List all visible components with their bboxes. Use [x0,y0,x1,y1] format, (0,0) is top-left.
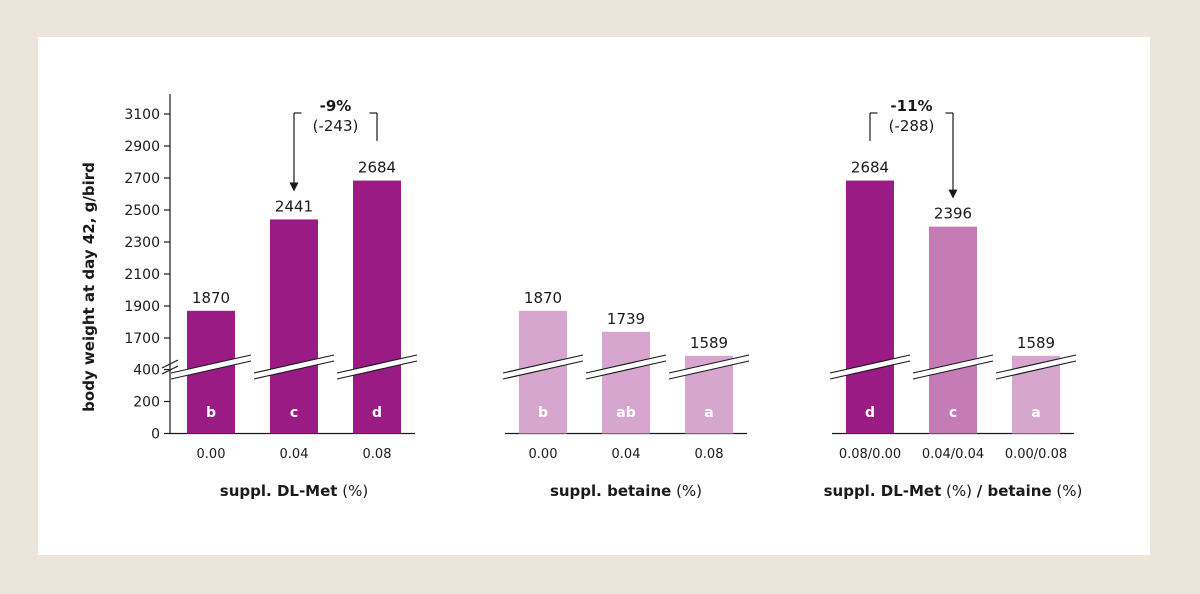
bar-value-label: 1589 [690,334,728,352]
bar-break-line [995,360,1077,380]
annotation-percent: -9% [320,97,352,115]
bar-value-label: 1870 [524,289,562,307]
x-axis-label: suppl. betaine (%) [550,482,702,500]
bar-break-line [912,354,994,374]
chart-panel: 0 200 400 1700 1900 2100 2300 2500 2700 2900 3100 b… [38,37,1150,555]
bar-significance-letter: ab [616,405,635,421]
y-tick-label: 200 [133,395,160,411]
bar-break-gap [347,357,407,377]
bar-significance-letter: b [538,405,548,421]
bar-break-line [585,360,667,380]
x-axis-label-part: / betaine [977,482,1052,500]
bar-significance-letter: b [206,405,216,421]
x-tick-label: 0.08/0.00 [839,447,901,462]
x-axis-label-part: (%) [337,482,368,500]
bar-break-line [668,354,750,374]
bar-value-label: 1589 [1017,334,1055,352]
bars [170,180,1077,434]
bar-break-gap [1006,357,1066,377]
y-tick-label: 2100 [124,267,160,283]
x-tick-label: 0.00/0.08 [1005,447,1067,462]
x-axis-label-part: (%) [1052,482,1083,500]
x-axis-label: suppl. DL-Met (%) [220,482,368,500]
y-axis-break [161,359,179,369]
annotation-arrowhead [289,182,299,192]
bar-break-gap [596,357,656,377]
y-tick-label: 2500 [124,203,160,219]
bar-value-label: 2396 [934,205,972,223]
bar-break-line [170,360,252,380]
x-axis-label: suppl. DL-Met (%) / betaine (%) [824,482,1083,500]
bar [353,180,401,434]
bar-significance-letter: a [704,405,713,421]
bar-significance-letter: d [865,405,875,421]
x-tick-label: 0.04/0.04 [922,447,984,462]
bar-break-gap [513,357,573,377]
bar-break-line [995,354,1077,374]
bar-break-line [829,354,911,374]
x-axis-label-part: (%) [671,482,702,500]
annotation-delta: (-288) [889,117,935,135]
bar-break-gap [264,357,324,377]
x-axis-label-part: suppl. DL-Met [824,482,942,500]
bar-significance-letter: d [372,405,382,421]
y-tick-label: 2900 [124,139,160,155]
bar-break-line [336,354,418,374]
bar [270,219,318,434]
annotation-delta: (-243) [313,117,359,135]
bar-significance-letter: c [949,405,957,421]
bar-value-label: 2441 [275,197,313,215]
y-tick-label: 2700 [124,171,160,187]
x-tick-label: 0.08 [695,447,724,462]
x-tick-label: 0.00 [529,447,558,462]
bar-break-line [502,360,584,380]
bar-break-line [912,360,994,380]
y-axis-label: body weight at day 42, g/bird [80,162,98,412]
labels: 1870 b 0.00 2441 c 0.04 2684 d 0.08 suppl. DL-Met… [192,159,1082,500]
x-axis-label-part: suppl. DL-Met [220,482,338,500]
x-tick-label: 0.00 [197,447,226,462]
bar [846,180,894,434]
bar-break-line [585,354,667,374]
bar-break-line [668,360,750,380]
x-tick-label: 0.08 [363,447,392,462]
bar-break-line [829,360,911,380]
bar-value-label: 2684 [851,159,889,177]
bar-break-line [502,354,584,374]
x-axis-label-part: suppl. betaine [550,482,671,500]
x-tick-label: 0.04 [612,447,641,462]
y-tick-label: 1900 [124,299,160,315]
bar-break-gap [923,357,983,377]
bar-break-gap [679,357,739,377]
y-axis-break [161,365,179,375]
bar-significance-letter: a [1031,405,1040,421]
bar-break-gap [181,357,241,377]
y-tick-label: 1700 [124,331,160,347]
y-tick-label: 0 [151,427,160,443]
bar-value-label: 1870 [192,289,230,307]
x-axis-label-part: (%) [941,482,977,500]
bar-break-gap [840,357,900,377]
y-tick-label: 400 [133,363,160,379]
annotation-percent: -11% [890,97,932,115]
y-axis: 0 200 400 1700 1900 2100 2300 2500 2700 2900 3100 b… [80,94,1074,443]
bar-break-line [336,360,418,380]
bar-value-label: 2684 [358,159,396,177]
bar-chart: 0 200 400 1700 1900 2100 2300 2500 2700 2900 3100 b… [80,94,1082,500]
annotations: -9% (-243) -11% (-288) [289,97,958,199]
x-tick-label: 0.04 [280,447,309,462]
annotation-arrowhead [948,189,958,199]
bar [602,331,650,434]
bar-break-line [253,354,335,374]
bar-break-line [170,354,252,374]
bar [929,226,977,434]
bar-break-line [253,360,335,380]
y-tick-label: 3100 [124,107,160,123]
y-tick-label: 2300 [124,235,160,251]
bar-significance-letter: c [290,405,298,421]
bar-value-label: 1739 [607,310,645,328]
